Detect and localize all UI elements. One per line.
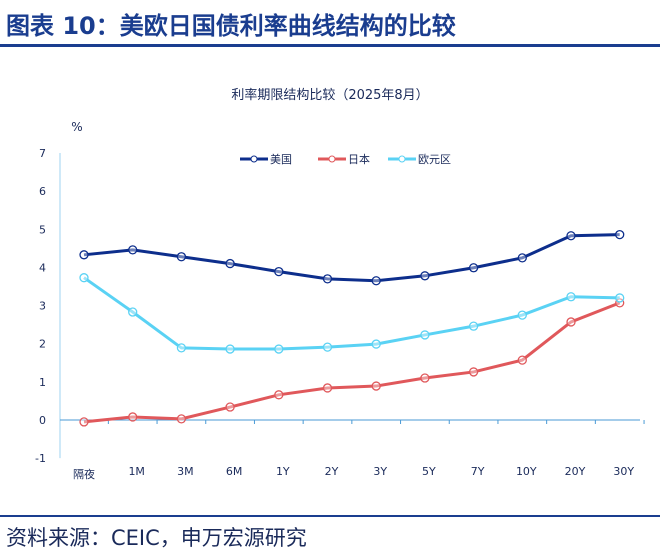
data-point xyxy=(176,414,187,424)
footer-divider xyxy=(0,515,660,517)
data-point xyxy=(128,307,138,317)
series-line-0 xyxy=(83,233,620,283)
data-point xyxy=(517,253,527,263)
y-tick-label: 5 xyxy=(39,223,46,236)
data-point xyxy=(615,293,625,303)
x-tick-label: 6M xyxy=(226,465,243,478)
data-point xyxy=(371,381,381,391)
data-point xyxy=(420,271,430,281)
data-point xyxy=(517,310,527,320)
data-point xyxy=(274,266,284,277)
data-point xyxy=(322,383,333,393)
x-tick-label: 20Y xyxy=(565,465,586,478)
data-point xyxy=(225,344,235,354)
legend-label: 日本 xyxy=(348,152,370,166)
data-point xyxy=(322,274,333,284)
data-point xyxy=(274,390,284,400)
y-axis-label: % xyxy=(71,120,82,134)
data-point xyxy=(128,245,138,255)
data-point xyxy=(79,273,89,283)
y-tick-label: 0 xyxy=(39,414,46,427)
y-tick-label: 2 xyxy=(39,338,46,351)
data-point xyxy=(371,276,381,286)
data-point xyxy=(79,417,89,427)
data-point xyxy=(322,342,333,352)
data-point xyxy=(517,355,527,365)
source-note: 资料来源：CEIC，申万宏源研究 xyxy=(6,526,307,550)
data-point xyxy=(371,339,381,349)
legend-marker xyxy=(398,155,406,163)
data-point xyxy=(468,263,479,273)
data-point xyxy=(566,317,576,327)
data-point xyxy=(176,343,187,353)
data-point xyxy=(566,231,576,241)
x-tick-label: 7Y xyxy=(471,465,485,478)
data-point xyxy=(79,250,89,260)
data-point xyxy=(225,402,235,412)
data-point xyxy=(176,252,187,262)
x-tick-label: 3M xyxy=(177,465,194,478)
line-chart: 利率期限结构比较（2025年8月） % -1 0 1 2 3 4 5 6 7 隔夜 1M 3M 6M 1Y… xyxy=(35,87,645,481)
x-tick-label: 3Y xyxy=(373,465,387,478)
x-tick-label: 1M xyxy=(128,465,145,478)
y-tick-label: 4 xyxy=(39,261,46,274)
y-tick-label: 3 xyxy=(39,300,46,313)
data-point xyxy=(468,367,479,377)
data-point xyxy=(566,292,576,302)
header-divider xyxy=(0,44,660,47)
data-point xyxy=(420,330,430,340)
data-point xyxy=(274,344,284,354)
data-point xyxy=(615,229,625,240)
x-tick-label: 10Y xyxy=(516,465,537,478)
y-tick-label: 7 xyxy=(39,147,46,160)
series-line-1 xyxy=(83,301,621,424)
y-tick-label: 1 xyxy=(39,376,46,389)
x-tick-label: 隔夜 xyxy=(73,467,95,481)
data-point xyxy=(468,321,479,331)
data-point xyxy=(225,258,235,269)
x-tick-label: 30Y xyxy=(613,465,634,478)
legend-marker xyxy=(328,155,336,163)
data-point xyxy=(420,373,430,383)
legend-marker xyxy=(250,155,258,163)
x-tick-label: 5Y xyxy=(422,465,436,478)
y-tick-label: -1 xyxy=(35,452,46,465)
x-tick-label: 2Y xyxy=(325,465,339,478)
legend-label: 美国 xyxy=(270,153,292,166)
y-tick-label: 6 xyxy=(39,185,46,198)
series-line-2 xyxy=(83,276,620,351)
x-tick-label: 1Y xyxy=(276,465,290,478)
data-point xyxy=(128,412,138,422)
legend-label: 欧元区 xyxy=(418,153,451,166)
figure-header: 图表 10：美欧日国债利率曲线结构的比较 xyxy=(6,12,456,40)
chart-title: 利率期限结构比较（2025年8月） xyxy=(231,87,428,103)
